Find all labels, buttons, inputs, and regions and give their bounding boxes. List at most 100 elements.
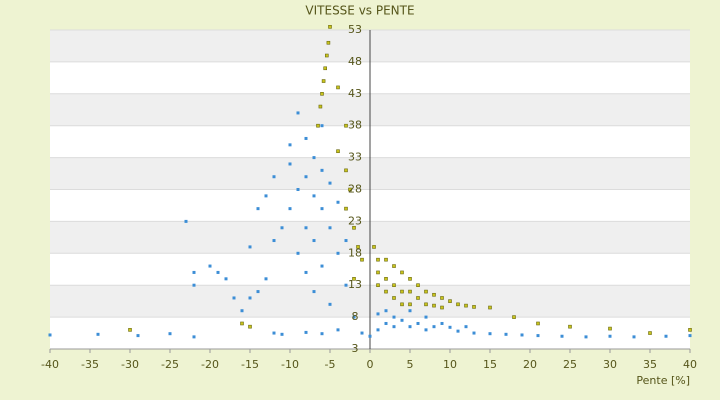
point: [256, 290, 260, 294]
point: [256, 207, 260, 211]
point: [304, 270, 308, 274]
y-tick-label: 38: [348, 119, 362, 132]
point: [280, 226, 284, 230]
point: [264, 277, 268, 281]
point: [464, 303, 468, 308]
x-tick-label: -15: [241, 358, 259, 371]
point: [456, 329, 460, 333]
x-tick-label: 20: [523, 358, 537, 371]
point: [360, 257, 364, 262]
y-tick-label: 48: [348, 55, 362, 68]
x-tick-label: -40: [41, 358, 59, 371]
point: [408, 289, 412, 294]
point: [440, 305, 444, 310]
point: [304, 330, 308, 334]
point: [328, 302, 332, 306]
point: [318, 104, 323, 109]
point: [440, 296, 444, 300]
point: [216, 270, 220, 274]
x-tick-label: 40: [683, 358, 697, 371]
point: [304, 226, 308, 230]
y-tick-label: 23: [348, 214, 362, 227]
x-tick-label: -5: [325, 358, 336, 371]
point: [192, 270, 196, 274]
point: [296, 111, 300, 115]
point: [328, 181, 332, 185]
point: [208, 264, 212, 268]
point: [312, 239, 316, 243]
point: [248, 296, 252, 300]
point: [408, 277, 412, 281]
point: [224, 277, 228, 281]
point: [408, 309, 412, 313]
point: [272, 239, 276, 243]
point: [416, 283, 420, 288]
point: [648, 331, 652, 335]
y-tick-label: 33: [348, 151, 362, 164]
point: [392, 283, 396, 288]
point: [336, 328, 340, 332]
x-tick-label: -25: [161, 358, 179, 371]
point: [356, 245, 360, 249]
x-tick-label: 15: [483, 358, 497, 371]
point: [348, 187, 352, 192]
point: [288, 207, 292, 211]
point: [168, 332, 172, 336]
x-tick-label: 25: [563, 358, 577, 371]
point: [192, 335, 196, 339]
point: [336, 200, 340, 204]
y-tick-label: 28: [348, 183, 362, 196]
point: [424, 328, 428, 332]
point: [400, 318, 404, 322]
point: [128, 328, 132, 332]
y-tick-label: 53: [348, 23, 362, 36]
point: [408, 302, 412, 307]
point: [688, 334, 692, 338]
point: [328, 25, 332, 29]
point: [248, 245, 252, 249]
point: [240, 321, 244, 326]
point: [384, 309, 388, 313]
point: [384, 277, 388, 281]
point: [272, 175, 276, 179]
point: [424, 289, 428, 294]
point: [352, 277, 356, 281]
point: [352, 225, 356, 230]
point: [321, 79, 326, 83]
point: [448, 325, 452, 329]
point: [326, 40, 331, 45]
point: [400, 289, 404, 294]
point: [608, 334, 612, 338]
point: [400, 270, 404, 275]
x-tick-label: 35: [643, 358, 657, 371]
point: [280, 332, 284, 336]
point: [344, 239, 348, 243]
y-tick-label: 18: [348, 246, 362, 259]
point: [336, 251, 340, 255]
y-tick-label: 13: [348, 278, 362, 291]
point: [424, 315, 428, 319]
point: [424, 302, 428, 307]
point: [440, 321, 444, 325]
point: [320, 124, 324, 128]
point: [472, 331, 476, 335]
point: [136, 334, 140, 338]
point: [392, 296, 396, 300]
point: [96, 332, 100, 336]
point: [688, 328, 692, 332]
point: [520, 333, 524, 337]
y-tick-label: 43: [348, 87, 362, 100]
point: [464, 325, 468, 329]
point: [536, 334, 540, 338]
point: [320, 207, 324, 211]
point: [316, 123, 320, 128]
point: [344, 168, 348, 173]
x-tick-label: -10: [281, 358, 299, 371]
point: [400, 302, 404, 307]
point: [368, 334, 372, 338]
point: [392, 315, 396, 319]
x-tick-label: 5: [407, 358, 414, 371]
point: [432, 292, 436, 297]
point: [48, 333, 52, 337]
